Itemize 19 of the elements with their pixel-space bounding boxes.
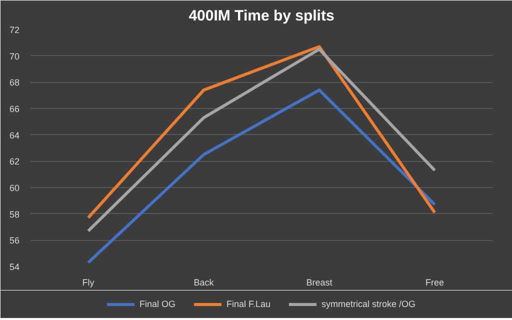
chart-title: 400IM Time by splits (188, 8, 334, 24)
legend-label: symmetrical stroke /OG (322, 298, 416, 310)
legend-label: Final OG (139, 298, 176, 310)
y-tick-label: 56 (9, 236, 20, 246)
x-tick-label: Fly (82, 278, 95, 288)
y-tick-label: 62 (9, 156, 20, 167)
x-tick-label: Breast (306, 278, 333, 288)
x-tick-label: Back (194, 278, 214, 288)
y-tick-label: 68 (9, 78, 20, 88)
line-series (86, 88, 436, 264)
y-tick-label: 72 (9, 25, 20, 35)
y-tick-label: 70 (9, 51, 20, 62)
y-tick-label: 54 (9, 262, 20, 272)
y-tick-label: 60 (9, 183, 20, 193)
y-tick-label: 64 (9, 130, 20, 140)
x-tick-label: Free (425, 278, 444, 288)
y-tick-label: 58 (9, 209, 20, 220)
y-tick-label: 66 (9, 104, 20, 114)
legend-label: Final F.Lau (226, 298, 271, 310)
